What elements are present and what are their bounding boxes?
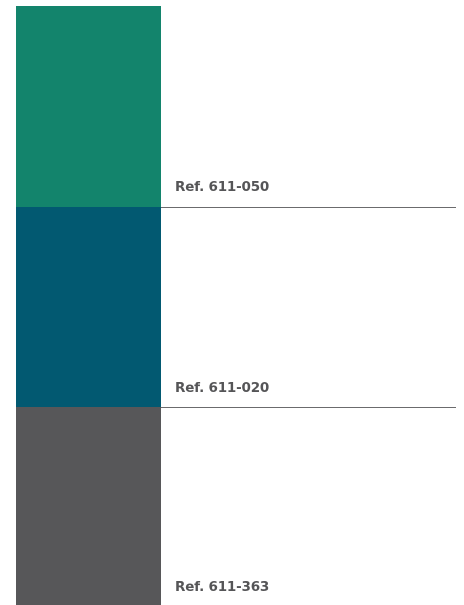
swatch-reference-label: Ref. 611-050	[175, 179, 270, 195]
color-swatch-green	[16, 6, 161, 208]
color-swatch-teal	[16, 207, 161, 408]
swatch-reference-label: Ref. 611-363	[175, 579, 270, 595]
swatch-reference-label: Ref. 611-020	[175, 380, 270, 396]
divider-line	[161, 207, 456, 208]
color-swatch-gray	[16, 407, 161, 605]
divider-line	[161, 407, 456, 408]
